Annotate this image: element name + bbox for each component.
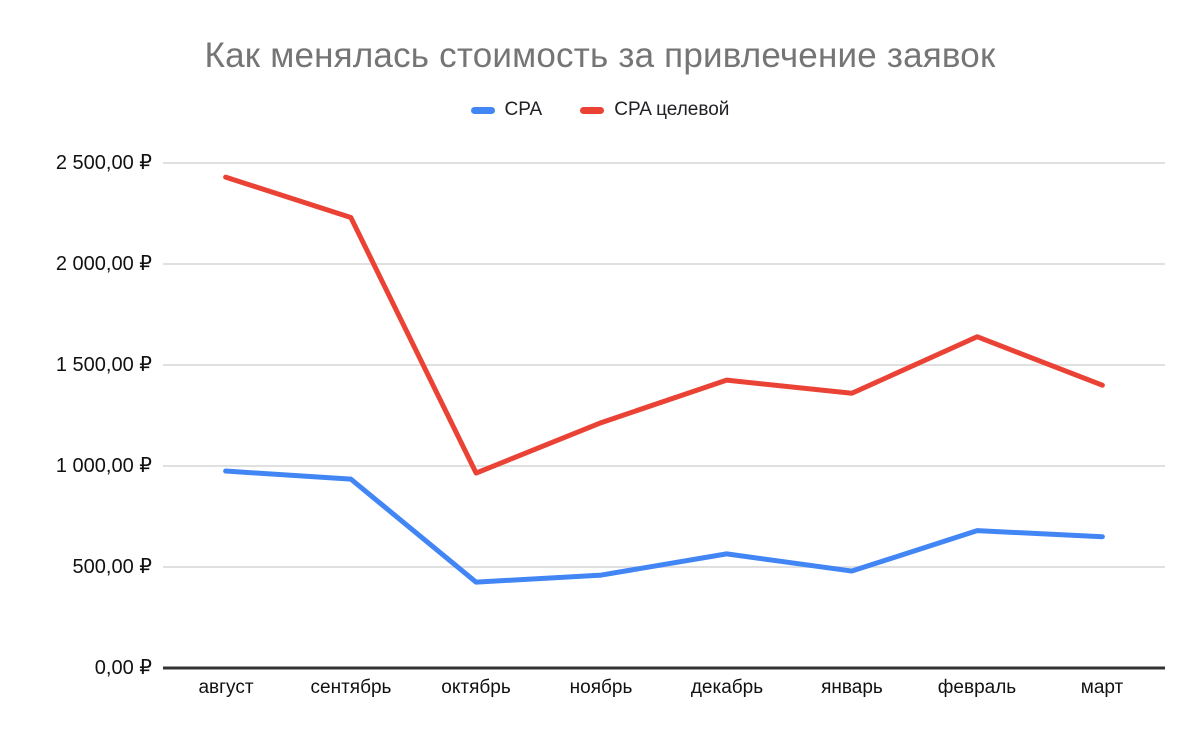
- legend-item-cpa: CPA: [470, 97, 543, 123]
- legend-swatch-cpa-target-icon: [580, 106, 605, 114]
- legend-label-cpa: CPA: [504, 99, 543, 120]
- legend-label-cpa-target: CPA целевой: [614, 99, 730, 120]
- y-axis-tick-label: 2 500,00 ₽: [55, 152, 152, 174]
- y-axis-tick-label: 1 500,00 ₽: [55, 354, 152, 376]
- x-axis-month-label: март: [1080, 677, 1124, 698]
- x-axis-month-label: ноябрь: [569, 677, 633, 698]
- x-axis-month-label: февраль: [937, 677, 1017, 698]
- legend-item-cpa-target: CPA целевой: [580, 97, 729, 123]
- legend-swatch-cpa-icon: [470, 106, 495, 114]
- series-line-cpa-целевой: [223, 174, 1105, 476]
- chart-legend: CPA CPA целевой: [0, 97, 1200, 123]
- x-axis-month-label: сентябрь: [310, 677, 392, 698]
- x-axis-month-label: август: [198, 677, 254, 698]
- y-axis-tick-label: 0,00 ₽: [94, 657, 152, 679]
- x-axis-month-label: декабрь: [690, 677, 764, 698]
- y-axis-tick-label: 500,00 ₽: [72, 556, 152, 578]
- y-axis-tick-label: 2 000,00 ₽: [55, 253, 152, 275]
- x-axis-month-label: январь: [821, 677, 883, 698]
- series-line-cpa: [223, 468, 1105, 585]
- x-axis-month-label: октябрь: [441, 677, 511, 698]
- chart-title: Как менялась стоимость за привлечение за…: [204, 36, 996, 75]
- y-axis-tick-label: 1 000,00 ₽: [55, 455, 152, 477]
